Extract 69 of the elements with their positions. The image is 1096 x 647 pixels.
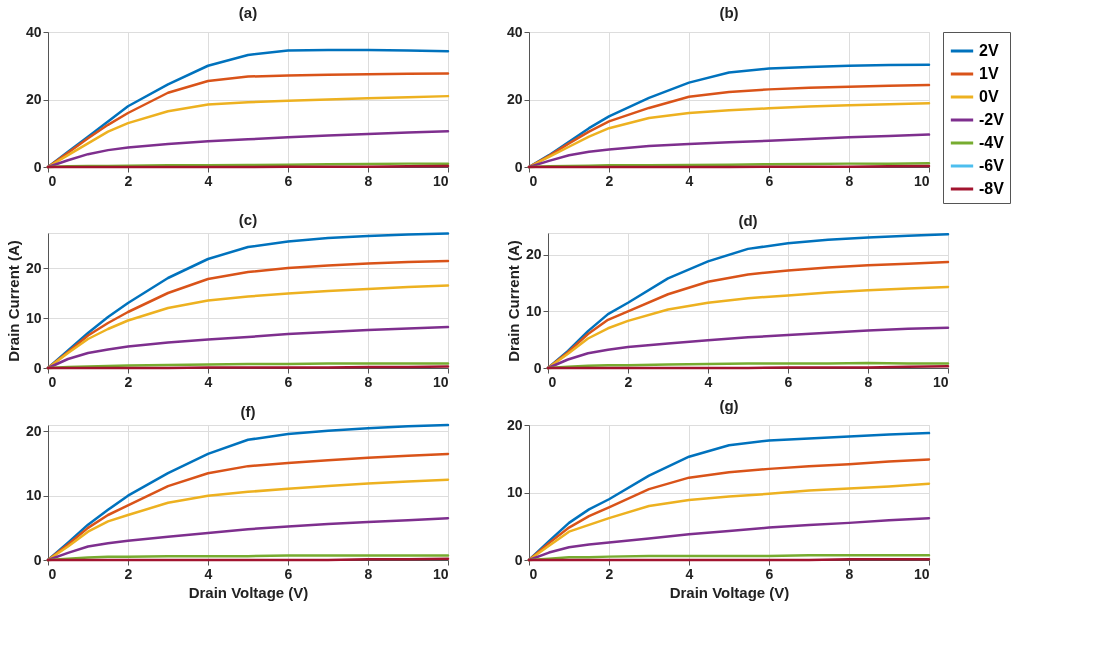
x-tick-label: 0 (548, 373, 557, 390)
x-tick-label: 4 (685, 565, 694, 582)
x-axis-title: Drain Voltage (V) (188, 583, 309, 601)
x-tick-label: 2 (605, 172, 614, 189)
x-tick-label: 4 (204, 565, 213, 582)
x-tick-label: 6 (765, 172, 774, 189)
y-tick-label: 20 (25, 259, 42, 276)
legend-label: 2V (979, 42, 999, 59)
legend-label: -6V (979, 157, 1005, 174)
x-tick-label: 2 (624, 373, 633, 390)
y-tick-label: 20 (25, 91, 42, 107)
x-tick-label: 6 (765, 565, 774, 582)
y-tick-label: 10 (25, 487, 42, 504)
x-tick-label: 0 (48, 172, 57, 189)
x-tick-label: 0 (48, 565, 57, 582)
x-tick-label: 2 (605, 565, 614, 582)
x-tick-label: 6 (284, 373, 293, 390)
x-tick-label: 4 (204, 172, 213, 189)
x-tick-label: 8 (364, 373, 373, 390)
y-tick-label: 20 (25, 422, 42, 439)
y-tick-label: 40 (506, 23, 523, 40)
chart-title: (f) (240, 402, 256, 420)
y-tick-label: 0 (33, 551, 42, 568)
x-tick-label: 2 (124, 565, 133, 582)
y-tick-label: 0 (33, 158, 42, 175)
x-tick-label: 6 (284, 565, 293, 582)
x-tick-label: 8 (864, 373, 873, 390)
y-tick-label: 10 (525, 302, 542, 319)
x-tick-label: 4 (685, 172, 694, 189)
legend-label: -8V (979, 180, 1005, 197)
x-tick-label: 4 (204, 373, 213, 390)
y-tick-label: 20 (506, 416, 523, 433)
x-tick-label: 10 (432, 565, 449, 582)
y-tick-label: 0 (514, 158, 523, 175)
x-tick-label: 8 (364, 565, 373, 582)
y-tick-label: 10 (25, 309, 42, 326)
x-tick-label: 10 (432, 373, 449, 390)
legend-label: -4V (979, 134, 1005, 151)
x-tick-label: 10 (913, 565, 930, 582)
x-axis-title: Drain Voltage (V) (669, 583, 790, 601)
x-tick-label: 2 (124, 172, 133, 189)
legend-label: 1V (979, 65, 999, 82)
x-tick-label: 4 (704, 373, 713, 390)
chart-title: (b) (719, 4, 739, 21)
legend-label: 0V (979, 88, 999, 105)
y-tick-label: 40 (25, 23, 42, 40)
x-tick-label: 2 (124, 373, 133, 390)
legend-label: -2V (979, 111, 1005, 128)
x-tick-label: 8 (364, 172, 373, 189)
y-tick-label: 0 (533, 359, 542, 376)
x-tick-label: 8 (845, 565, 854, 582)
x-tick-label: 10 (932, 373, 949, 390)
x-tick-label: 6 (784, 373, 793, 390)
chart-title: (g) (719, 397, 739, 414)
x-tick-label: 10 (432, 172, 449, 189)
x-tick-label: 8 (845, 172, 854, 189)
chart-title: (d) (738, 211, 758, 229)
y-tick-label: 20 (506, 91, 523, 107)
x-tick-label: 6 (284, 172, 293, 189)
x-tick-label: 10 (913, 172, 930, 189)
y-tick-label: 10 (506, 484, 523, 500)
y-tick-label: 0 (33, 359, 42, 376)
x-tick-label: 0 (48, 373, 57, 390)
y-tick-label: 20 (525, 246, 542, 263)
chart-title: (c) (238, 211, 258, 229)
chart-title: (a) (238, 4, 258, 21)
y-tick-label: 0 (514, 551, 523, 568)
y-axis-title: Drain Current (A) (4, 240, 22, 362)
y-axis-title: Drain Current (A) (504, 240, 522, 362)
